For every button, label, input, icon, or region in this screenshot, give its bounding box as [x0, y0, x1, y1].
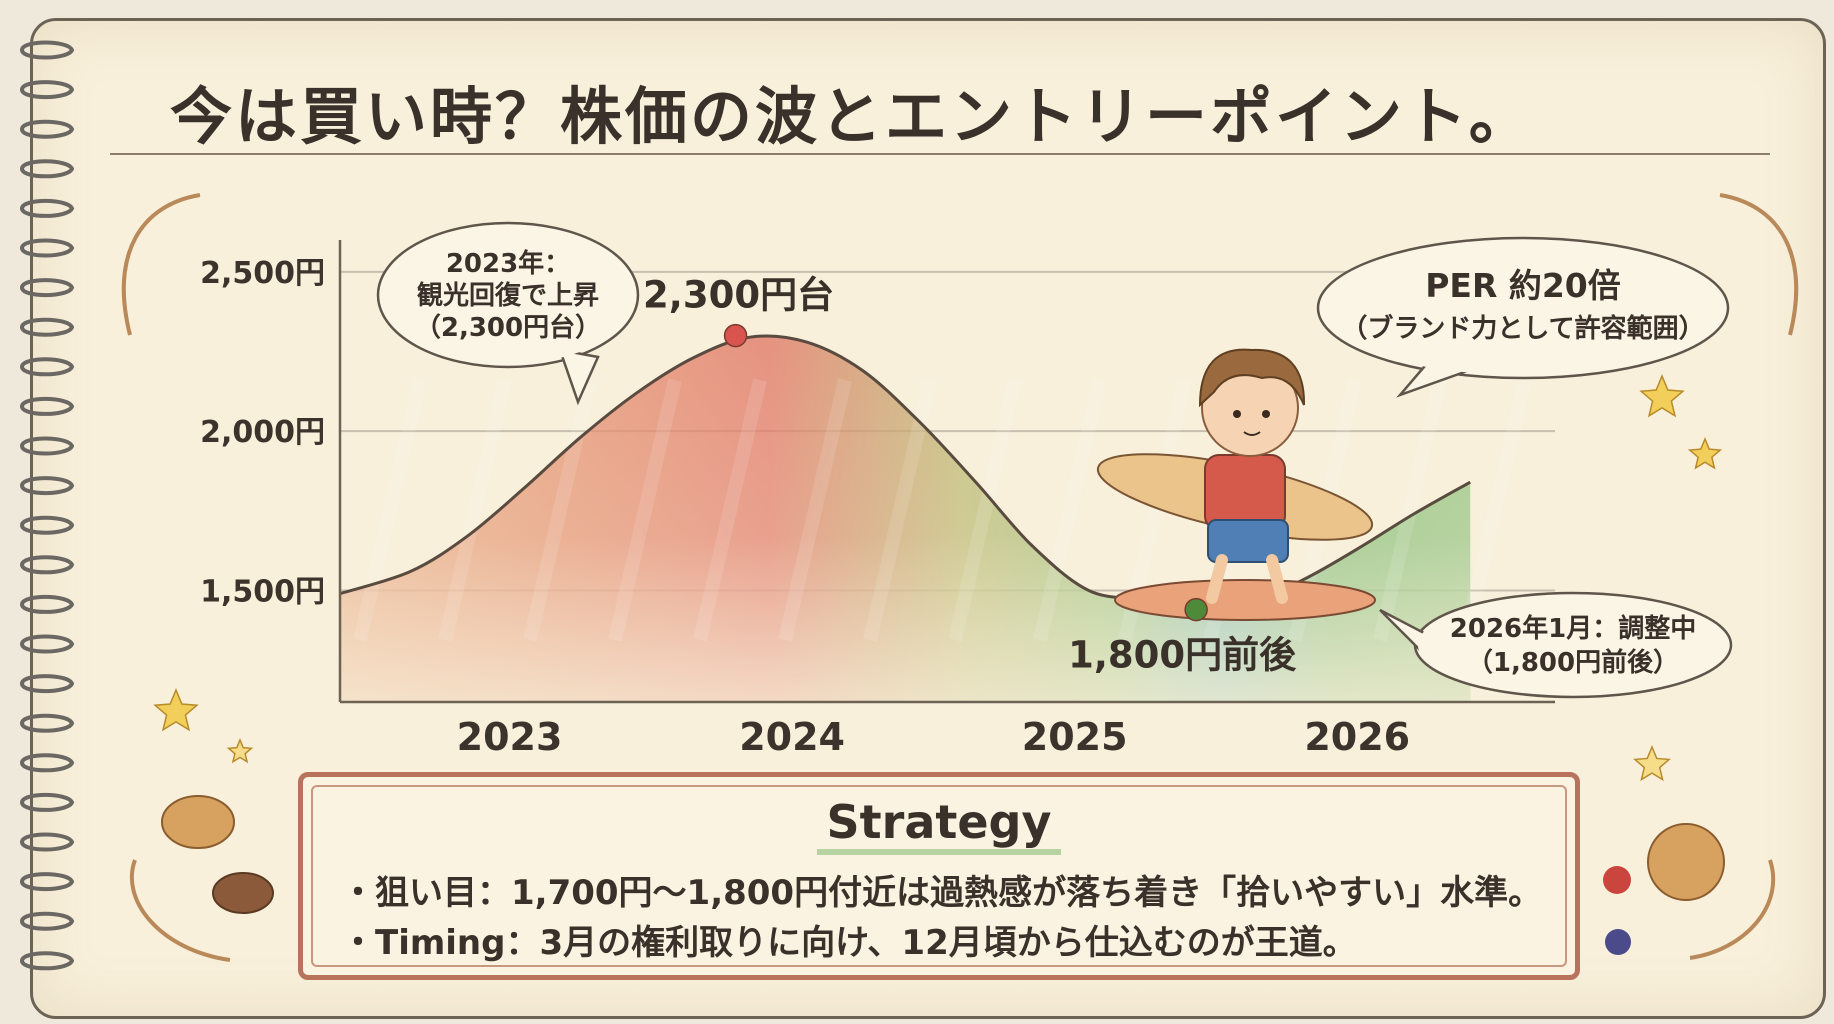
spiral-ring	[20, 238, 75, 258]
brush-streak	[608, 378, 682, 642]
spiral-ring	[20, 594, 75, 614]
x-tick-label: 2024	[739, 715, 845, 759]
callout-tail	[558, 348, 600, 406]
spiral-ring	[20, 476, 75, 496]
callout-per: PER 約20倍 （ブランド力として許容範囲）	[1316, 236, 1730, 398]
spiral-ring	[20, 119, 75, 139]
strategy-heading: Strategy	[303, 795, 1575, 855]
spiral-ring	[20, 396, 75, 416]
callout-text: （1,800円前後）	[1467, 647, 1679, 678]
spiral-binding	[20, 40, 75, 971]
star-icon	[226, 738, 254, 764]
page-title: 今は買い時？株価の波とエントリーポイント。	[170, 80, 1534, 153]
star-icon	[153, 688, 199, 732]
y-tick-label: 2,000円	[200, 415, 325, 450]
callout-fill	[1321, 241, 1725, 375]
spiral-ring	[20, 40, 75, 60]
spiral-ring	[20, 792, 75, 812]
callout-text: 観光回復で上昇	[417, 280, 599, 311]
strategy-line-timing: ・Timing：3月の権利取りに向け、12月頃から仕込むのが王道。	[341, 923, 1357, 963]
surfer-illustration	[1096, 348, 1376, 621]
strategy-box: Strategy ・狙い目：1,700円〜1,800円付近は過熱感が落ち着き「拾…	[298, 772, 1580, 980]
title-divider	[110, 153, 1770, 155]
surfer-leg	[1266, 554, 1288, 604]
spiral-ring	[20, 951, 75, 971]
star-icon	[1633, 745, 1671, 782]
spiral-ring	[20, 357, 75, 377]
callout-fill	[1418, 596, 1728, 694]
brush-streak	[948, 378, 1022, 642]
brush-streak	[1033, 378, 1107, 642]
spiral-ring	[20, 555, 75, 575]
spiral-ring	[20, 317, 75, 337]
callout-text: PER 約20倍	[1425, 266, 1621, 305]
brush-streak	[438, 378, 512, 642]
callout-2026: 2026年1月：調整中（1,800円前後）	[1379, 591, 1733, 699]
callout-text: （ブランド力として許容範囲）	[1341, 313, 1704, 344]
surfer-eye	[1262, 410, 1270, 418]
brush-streak	[778, 378, 852, 642]
blueberry-icon	[1605, 929, 1631, 955]
surfer-shorts	[1207, 519, 1289, 563]
surfer-hair	[1198, 348, 1306, 408]
spiral-ring	[20, 80, 75, 100]
surfer-shirt	[1204, 454, 1286, 531]
spiral-ring	[20, 674, 75, 694]
surfer-eye	[1233, 410, 1241, 418]
swirl-ornament	[129, 859, 231, 962]
cookie-icon	[212, 872, 274, 914]
berry-icon	[1603, 866, 1631, 894]
strategy-line-target: ・狙い目：1,700円〜1,800円付近は過熱感が落ち着き「拾いやすい」水準。	[341, 873, 1543, 913]
brush-streak	[523, 378, 597, 642]
decorations	[121, 193, 1799, 962]
spiral-ring	[20, 436, 75, 456]
spiral-ring	[20, 872, 75, 892]
key-point	[723, 323, 748, 348]
swirl-ornament	[1689, 859, 1776, 960]
spiral-ring	[20, 278, 75, 298]
key-point	[1184, 597, 1208, 622]
callout-text: （2,300円台）	[415, 312, 601, 343]
surfboard-under	[1114, 579, 1376, 621]
swirl-ornament	[121, 193, 201, 336]
callout-text: 2026年1月：調整中	[1450, 613, 1696, 644]
brush-streak	[353, 378, 427, 642]
star-icon	[1639, 374, 1685, 418]
spiral-ring	[20, 713, 75, 733]
cookie-icon	[1647, 823, 1725, 901]
y-tick-label: 1,500円	[200, 574, 325, 609]
key-point-label: 2,300円台	[643, 274, 834, 317]
star-icon	[1687, 437, 1723, 470]
x-tick-label: 2026	[1304, 715, 1410, 759]
brush-streak	[1458, 378, 1532, 642]
x-tick-label: 2023	[457, 715, 563, 759]
spiral-ring	[20, 198, 75, 218]
spiral-ring	[20, 832, 75, 852]
spiral-ring	[20, 911, 75, 931]
surfer-smile	[1243, 431, 1261, 436]
spiral-ring	[20, 159, 75, 179]
key-point-label: 1,800円前後	[1068, 634, 1297, 677]
x-tick-label: 2025	[1022, 715, 1128, 759]
surfer-leg	[1206, 554, 1228, 604]
spiral-ring	[20, 753, 75, 773]
callout-text: 2023年：	[446, 248, 570, 279]
cookie-icon	[161, 795, 235, 849]
swirl-ornament	[1719, 193, 1799, 336]
spiral-ring	[20, 515, 75, 535]
brush-streak	[1373, 378, 1447, 642]
callout-2023: 2023年：観光回復で上昇（2,300円台）	[376, 221, 640, 406]
callout-fill	[381, 226, 635, 364]
spiral-ring	[20, 634, 75, 654]
y-tick-label: 2,500円	[200, 256, 325, 291]
brush-streak	[693, 378, 767, 642]
